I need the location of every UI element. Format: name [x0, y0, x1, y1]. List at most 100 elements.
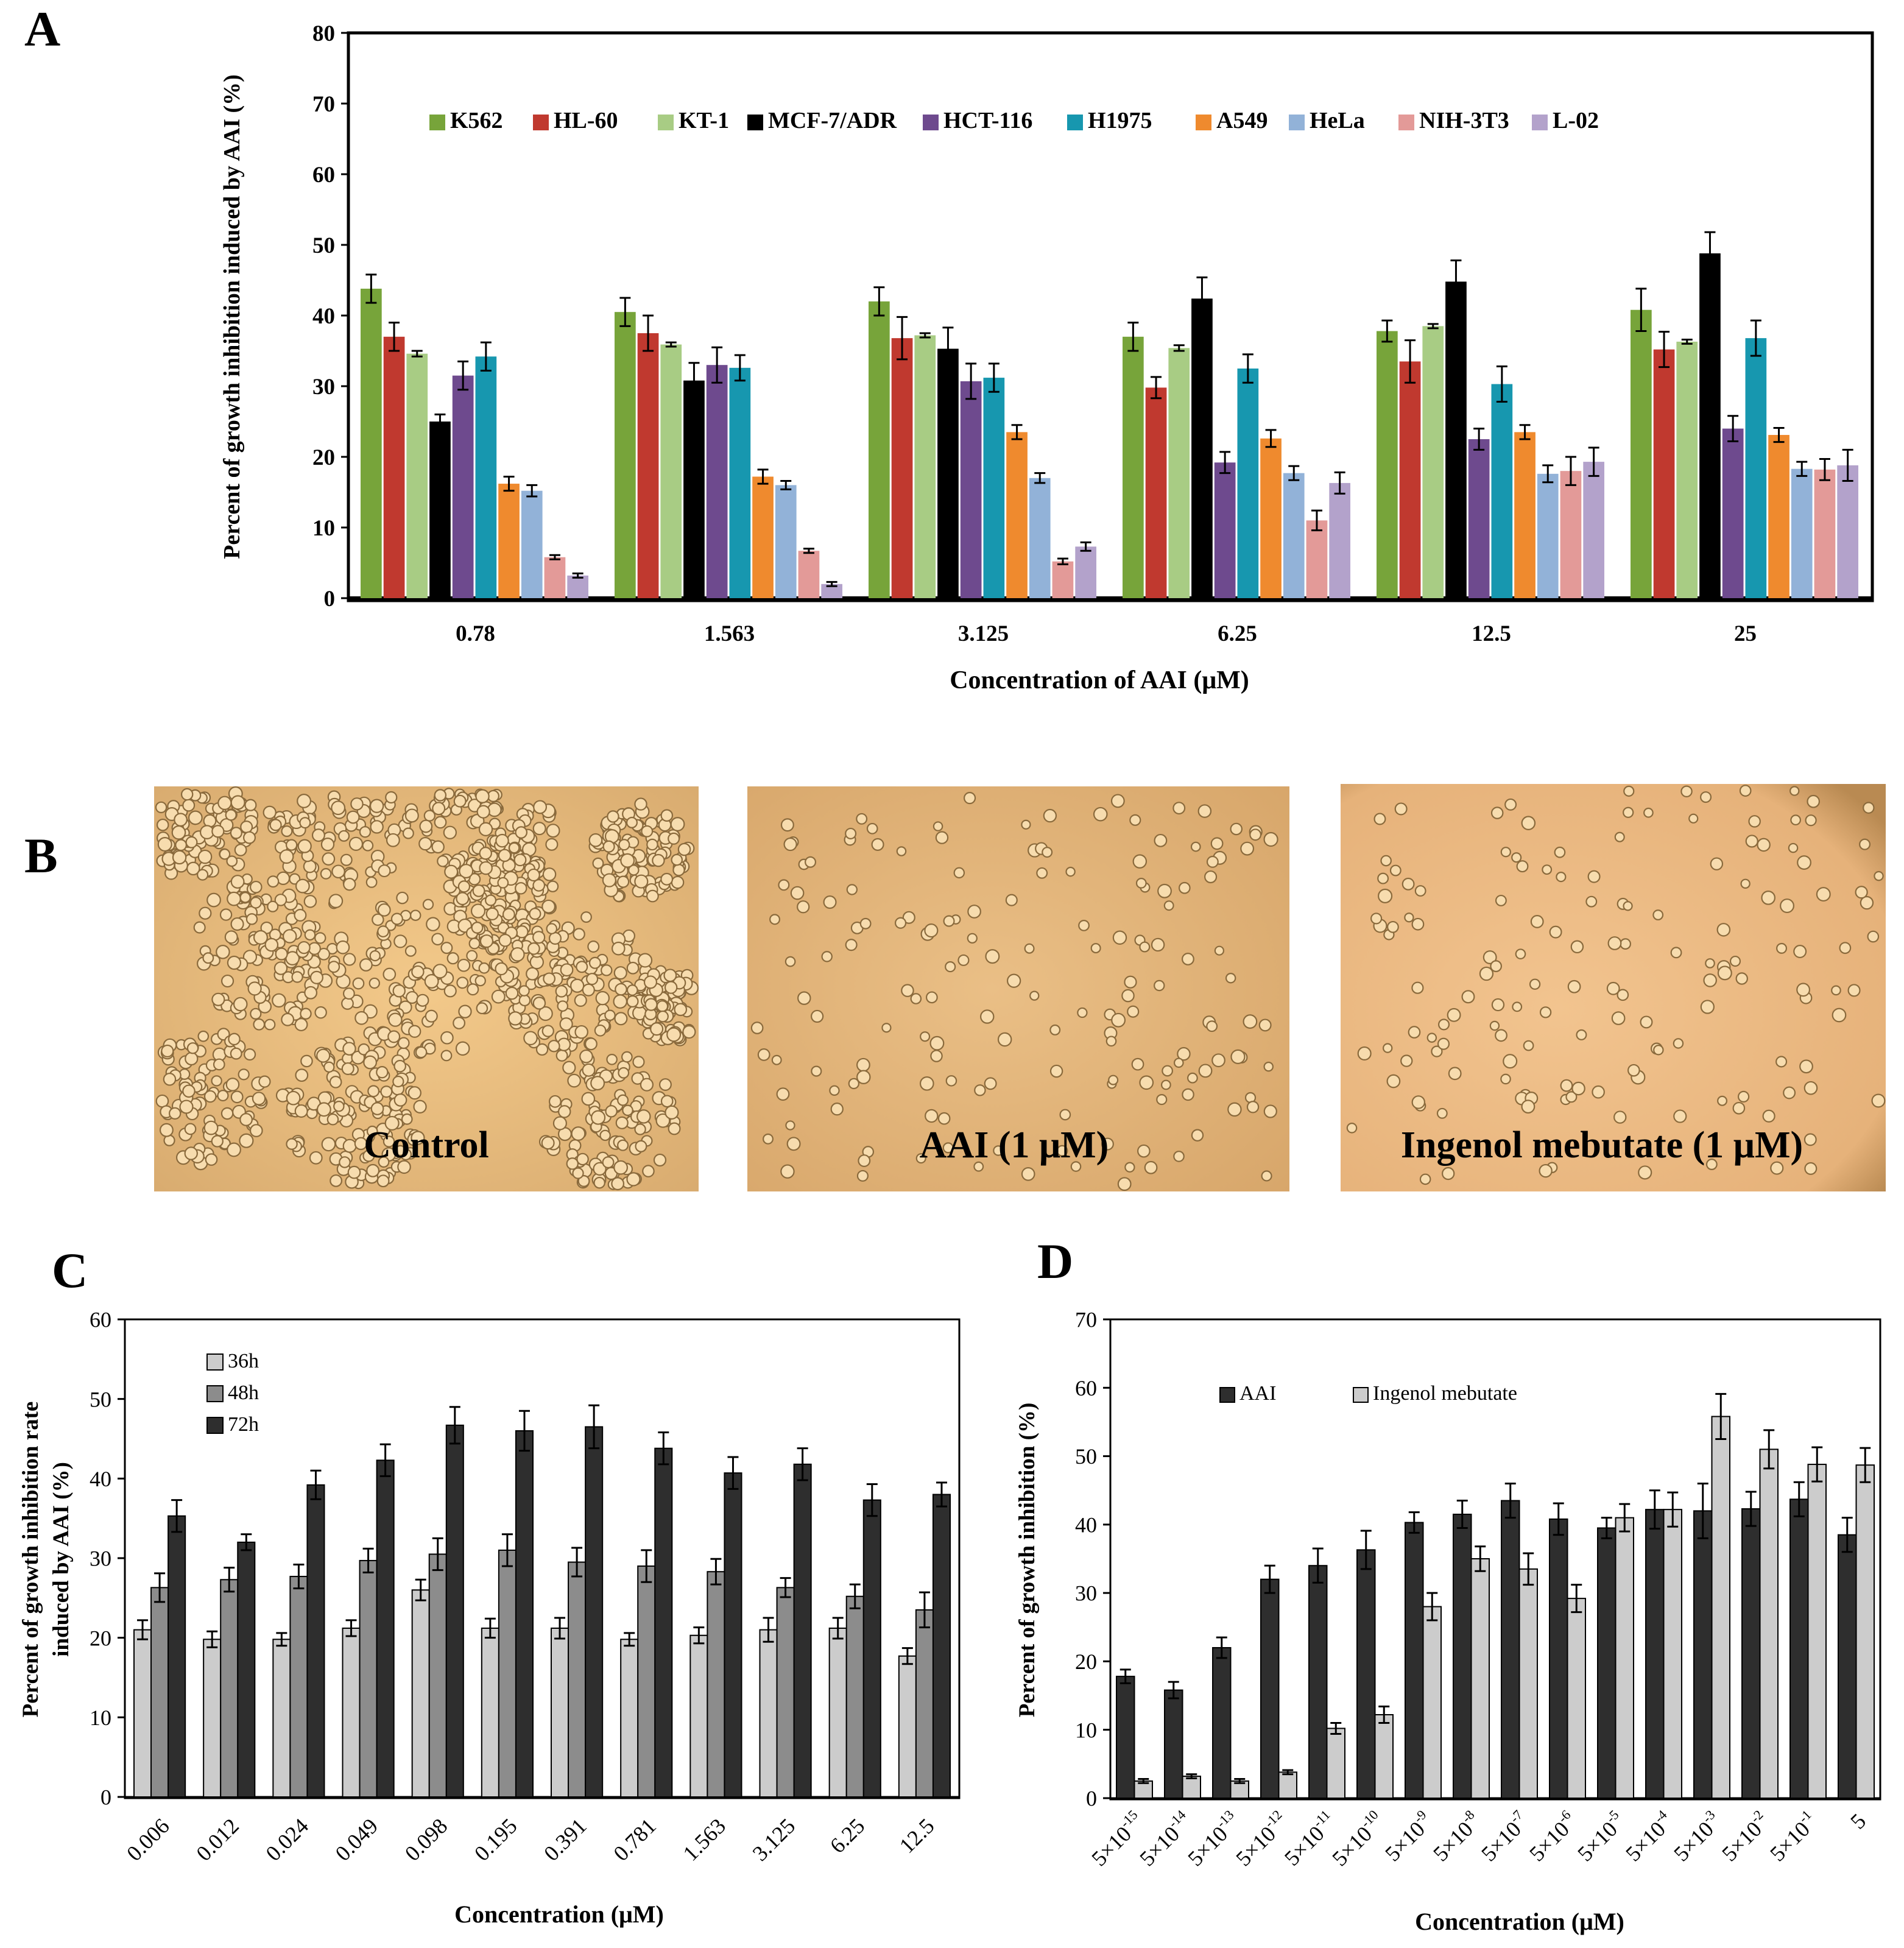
legend-item: HeLa — [1289, 108, 1365, 133]
cell — [1560, 1079, 1573, 1092]
cell — [303, 859, 317, 873]
cell — [297, 794, 311, 808]
cell — [546, 923, 558, 934]
cell — [227, 891, 241, 906]
y-tick-label: 50 — [1075, 1444, 1097, 1469]
bar-ingenol-mebutate — [1807, 1464, 1827, 1799]
bar-aai — [1549, 1518, 1568, 1799]
bar-aai — [1838, 1534, 1857, 1799]
bar-hct-116 — [1214, 462, 1236, 598]
bar-hct-116 — [960, 381, 982, 598]
error-bar — [1842, 448, 1853, 482]
bar-h1975 — [1745, 338, 1767, 598]
cell — [945, 961, 956, 973]
cell — [1036, 867, 1048, 879]
cell — [1206, 1020, 1218, 1032]
cell — [527, 942, 540, 955]
cell — [993, 1145, 1004, 1156]
bar-hl-60 — [891, 338, 913, 598]
error-bar — [1773, 426, 1785, 443]
cell — [1411, 1095, 1426, 1109]
cell — [1783, 1086, 1796, 1099]
cell — [328, 961, 340, 973]
cell — [230, 1047, 242, 1060]
cell — [871, 838, 884, 851]
cell — [401, 1113, 413, 1125]
chart-c-bars — [133, 1404, 951, 1798]
svg-text:K562: K562 — [450, 108, 503, 133]
cell — [1804, 1081, 1818, 1095]
cell — [1716, 923, 1731, 937]
cell — [217, 1089, 229, 1102]
cell — [1419, 1173, 1431, 1185]
error-bar — [1635, 288, 1647, 333]
cell — [631, 1072, 644, 1085]
cell — [440, 1050, 453, 1062]
cell — [650, 1022, 664, 1036]
cell — [348, 836, 364, 851]
x-tick-label: 0.049 — [331, 1813, 383, 1866]
cell — [299, 817, 311, 829]
cell — [1673, 1109, 1687, 1123]
chart-c-ylabel-line2: induced by AAI (%) — [49, 1462, 74, 1657]
x-tick-label: 6.25 — [1218, 621, 1257, 646]
x-tick-label: 0.098 — [400, 1813, 453, 1866]
cell — [790, 886, 805, 900]
cell — [1402, 877, 1415, 891]
bar-48h — [289, 1576, 308, 1798]
panel-label-d: D — [1037, 1233, 1073, 1289]
cell — [479, 861, 493, 875]
cell — [217, 796, 232, 810]
cell — [1565, 1091, 1578, 1103]
cell — [242, 950, 258, 964]
cell — [769, 914, 780, 925]
cell — [1230, 1049, 1246, 1064]
cell — [535, 1043, 549, 1056]
cell — [668, 1122, 681, 1135]
bar-aai — [1693, 1510, 1713, 1799]
error-bar — [224, 1567, 235, 1593]
cell — [243, 831, 256, 844]
x-tick-label: 0.012 — [191, 1813, 244, 1866]
cell — [244, 1048, 256, 1061]
cell — [1652, 909, 1664, 920]
error-bar — [137, 1619, 149, 1640]
cell — [655, 1113, 671, 1128]
cell — [230, 1090, 244, 1104]
cell — [953, 867, 965, 879]
cell — [1139, 941, 1151, 953]
y-tick-label: 0 — [1086, 1787, 1097, 1811]
cell — [275, 947, 288, 961]
cell — [476, 805, 490, 819]
cell — [225, 809, 237, 821]
cell — [1495, 894, 1507, 906]
error-bar — [1408, 1511, 1420, 1534]
cell — [848, 1078, 860, 1090]
cell — [1653, 1044, 1664, 1056]
cell — [367, 1085, 380, 1098]
cell — [1807, 794, 1821, 808]
cell — [1871, 1093, 1886, 1108]
error-bar — [1697, 1482, 1708, 1539]
cell — [244, 799, 257, 811]
error-bar — [727, 1456, 739, 1490]
cell — [518, 994, 531, 1007]
cell — [644, 998, 658, 1011]
cell — [532, 931, 546, 944]
bar-nih-3t3 — [544, 557, 566, 598]
cell — [1623, 785, 1635, 797]
error-bar — [1288, 465, 1300, 481]
cell — [1745, 835, 1758, 848]
cell — [1414, 885, 1426, 897]
cell — [466, 950, 478, 962]
error-bar — [1168, 1681, 1179, 1699]
x-tick-label: 0.195 — [470, 1813, 522, 1866]
bar-hela — [521, 490, 543, 598]
cell — [409, 909, 421, 921]
cell — [220, 974, 234, 988]
cell — [386, 833, 400, 847]
cell — [640, 1078, 654, 1092]
cell — [263, 805, 277, 819]
cell — [1576, 1029, 1587, 1040]
error-bar — [501, 1533, 513, 1567]
